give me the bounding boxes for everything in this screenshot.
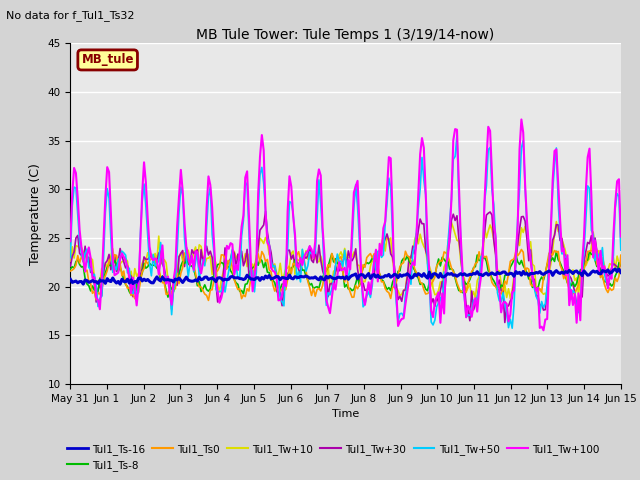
Tul1_Ts-16 xyxy=(67,276,74,282)
Tul1_Tw+100 xyxy=(392,287,400,293)
Line: Tul1_Tw+100: Tul1_Tw+100 xyxy=(70,120,621,330)
Tul1_Tw+30 xyxy=(394,297,402,302)
Tul1_Ts-16 xyxy=(394,275,402,280)
Tul1_Tw+10 xyxy=(617,262,625,268)
Tul1_Ts-8 xyxy=(67,266,74,272)
Tul1_Ts-8 xyxy=(164,294,172,300)
Tul1_Tw+30 xyxy=(617,263,625,269)
Tul1_Tw+10 xyxy=(403,272,411,277)
Tul1_Ts-16 xyxy=(68,279,76,285)
Tul1_Ts0 xyxy=(396,264,404,269)
Tul1_Tw+100 xyxy=(68,191,76,196)
Tul1_Tw+10 xyxy=(394,288,402,294)
Tul1_Ts-8 xyxy=(617,262,625,268)
Tul1_Tw+10 xyxy=(543,296,551,301)
Tul1_Tw+100 xyxy=(518,117,525,122)
Text: No data for f_Tul1_Ts32: No data for f_Tul1_Ts32 xyxy=(6,10,135,21)
Tul1_Ts0 xyxy=(532,290,540,296)
Tul1_Ts0 xyxy=(394,272,402,278)
Tul1_Ts-16 xyxy=(405,273,413,278)
Tul1_Tw+50 xyxy=(453,132,461,138)
Tul1_Tw+50 xyxy=(534,298,542,303)
Tul1_Tw+100 xyxy=(540,327,547,333)
Tul1_Tw+50 xyxy=(617,247,625,253)
Tul1_Tw+50 xyxy=(508,325,516,331)
X-axis label: Time: Time xyxy=(332,409,359,419)
Legend: Tul1_Ts-16, Tul1_Ts-8, Tul1_Ts0, Tul1_Tw+10, Tul1_Tw+30, Tul1_Tw+50, Tul1_Tw+100: Tul1_Ts-16, Tul1_Ts-8, Tul1_Ts0, Tul1_Tw… xyxy=(63,439,604,475)
Tul1_Tw+10 xyxy=(67,258,74,264)
Tul1_Ts0 xyxy=(567,290,575,296)
Tul1_Ts-8 xyxy=(552,249,560,254)
Tul1_Tw+100 xyxy=(569,302,577,308)
Tul1_Tw+100 xyxy=(394,323,402,329)
Tul1_Ts-16 xyxy=(116,281,124,287)
Tul1_Ts-8 xyxy=(396,268,404,274)
Tul1_Tw+30 xyxy=(67,264,74,269)
Tul1_Ts0 xyxy=(67,268,74,274)
Tul1_Tw+30 xyxy=(405,254,413,260)
Tul1_Tw+10 xyxy=(531,263,538,269)
Tul1_Ts0 xyxy=(68,267,76,273)
Tul1_Tw+30 xyxy=(68,253,76,259)
Title: MB Tule Tower: Tule Temps 1 (3/19/14-now): MB Tule Tower: Tule Temps 1 (3/19/14-now… xyxy=(196,28,495,42)
Tul1_Ts-16 xyxy=(567,269,575,275)
Tul1_Ts-16 xyxy=(617,270,625,276)
Line: Tul1_Tw+10: Tul1_Tw+10 xyxy=(70,222,621,299)
Tul1_Tw+10 xyxy=(569,267,577,273)
Tul1_Ts-8 xyxy=(394,268,402,274)
Tul1_Tw+10 xyxy=(392,286,400,291)
Tul1_Tw+100 xyxy=(67,239,74,244)
Tul1_Tw+50 xyxy=(68,203,76,209)
Tul1_Tw+50 xyxy=(392,299,400,305)
Tul1_Tw+100 xyxy=(532,288,540,294)
Line: Tul1_Tw+30: Tul1_Tw+30 xyxy=(70,211,621,323)
Y-axis label: Temperature (C): Temperature (C) xyxy=(29,163,42,264)
Tul1_Ts-8 xyxy=(68,264,76,270)
Tul1_Ts0 xyxy=(617,252,625,258)
Tul1_Tw+100 xyxy=(617,234,625,240)
Tul1_Tw+30 xyxy=(501,320,509,325)
Tul1_Tw+30 xyxy=(262,208,269,214)
Tul1_Ts-16 xyxy=(532,270,540,276)
Tul1_Ts0 xyxy=(405,254,413,260)
Line: Tul1_Tw+50: Tul1_Tw+50 xyxy=(70,135,621,328)
Line: Tul1_Ts-8: Tul1_Ts-8 xyxy=(70,252,621,297)
Text: MB_tule: MB_tule xyxy=(81,53,134,66)
Tul1_Tw+30 xyxy=(534,293,542,299)
Line: Tul1_Ts0: Tul1_Ts0 xyxy=(70,249,621,300)
Tul1_Tw+50 xyxy=(394,319,402,325)
Tul1_Tw+100 xyxy=(403,289,411,295)
Line: Tul1_Ts-16: Tul1_Ts-16 xyxy=(70,269,621,284)
Tul1_Ts-8 xyxy=(532,286,540,292)
Tul1_Tw+50 xyxy=(403,282,411,288)
Tul1_Ts0 xyxy=(591,246,599,252)
Tul1_Tw+10 xyxy=(68,244,76,250)
Tul1_Tw+50 xyxy=(67,255,74,261)
Tul1_Ts0 xyxy=(205,298,212,303)
Tul1_Ts-16 xyxy=(611,266,619,272)
Tul1_Ts-8 xyxy=(569,279,577,285)
Tul1_Tw+30 xyxy=(396,293,404,299)
Tul1_Tw+50 xyxy=(569,288,577,293)
Tul1_Ts-8 xyxy=(405,258,413,264)
Tul1_Ts-16 xyxy=(396,272,404,277)
Tul1_Tw+30 xyxy=(569,282,577,288)
Tul1_Tw+10 xyxy=(552,219,560,225)
